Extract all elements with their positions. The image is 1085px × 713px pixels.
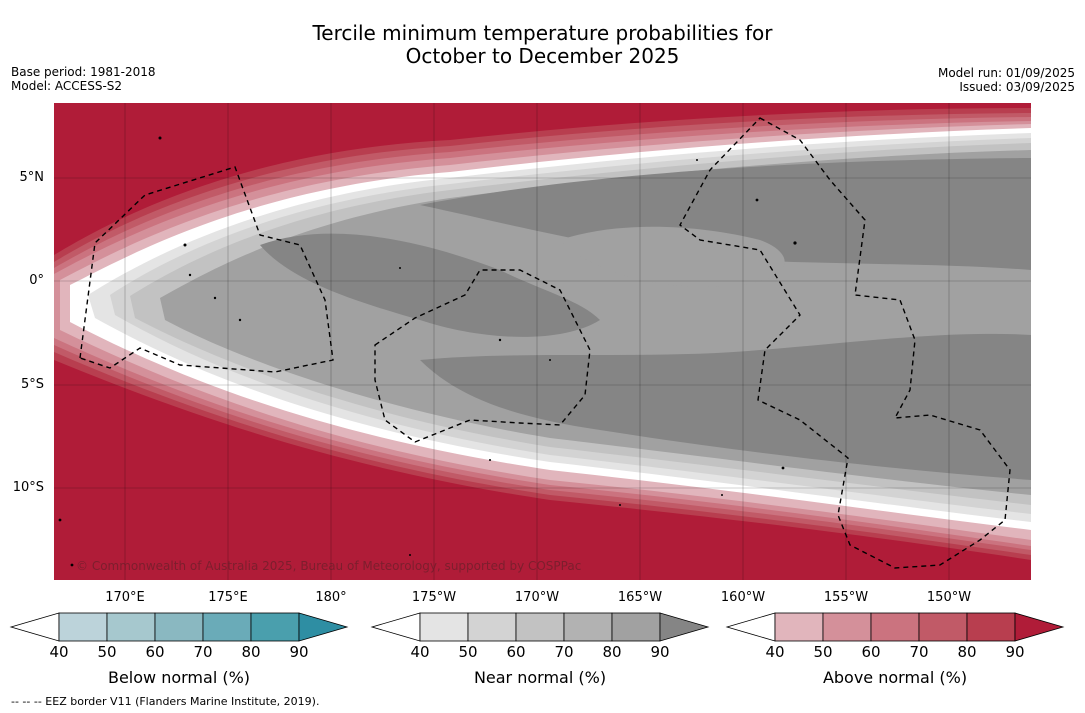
latitude-label: 5°N [19,170,45,185]
colorbar-tick-label: 80 [957,643,977,661]
near-80-blob-south [420,333,1031,480]
longitude-label: 170°E [105,590,145,605]
near-70-patch [560,226,785,287]
longitude-label: 170°W [514,590,560,605]
colorbar-tick-label: 60 [145,643,165,661]
eez-kiribati-gilbert [79,166,334,373]
colorbar-tick-label: 90 [1005,643,1025,661]
colorbar-tick-label: 40 [765,643,785,661]
meta-left: Base period: 1981-2018 Model: ACCESS-S2 [11,65,156,93]
longitude-label: 175°W [411,590,457,605]
colorbar-segment [58,612,108,642]
model-run: Model run: 01/09/2025 [937,66,1075,80]
colorbar-tick-label: 50 [813,643,833,661]
colorbar-segment [870,612,920,642]
colorbar-tick-label: 70 [554,643,574,661]
colorbar-segment [563,612,613,642]
colorbar-title: Above normal (%) [822,668,968,687]
eez-kiribati-phoenix [374,269,591,443]
longitude-label: 175°E [208,590,248,605]
colorbar-segment [515,612,565,642]
longitude-label: 160°W [720,590,766,605]
model-name: Model: ACCESS-S2 [11,79,123,93]
colorbar-tick-label: 80 [602,643,622,661]
colorbar-segment [419,612,469,642]
colorbar-title: Below normal (%) [107,668,251,687]
near-80-blob-east [420,158,1031,270]
colorbar-high-extension [298,612,349,642]
colorbar-tick-label: 60 [861,643,881,661]
colorbar-tick-label: 60 [506,643,526,661]
colorbar-segment [774,612,824,642]
colorbar-segment [154,612,204,642]
map-title: Tercile minimum temperature probabilitie… [0,22,1085,68]
colorbar-tick-label: 50 [458,643,478,661]
longitude-label: 155°W [823,590,869,605]
colorbar-tick-label: 90 [289,643,309,661]
colorbar-segment [918,612,968,642]
eez-kiribati-line [679,117,1011,569]
latitude-label: 0° [29,273,44,288]
colorbar-low-extension [725,612,776,642]
island-coastlines [58,136,797,567]
longitude-label: 150°W [926,590,972,605]
colorbar-tick-label: 50 [97,643,117,661]
colorbar-segment [966,612,1016,642]
latitude-label: 5°S [20,377,44,392]
colorbar-tick-label: 40 [49,643,69,661]
colorbar-tick-label: 70 [193,643,213,661]
map-field [54,103,1031,580]
colorbar-high-extension [659,612,710,642]
colorbar-low-extension [370,612,421,642]
colorbar-segment [822,612,872,642]
colorbar-segment [250,612,300,642]
near-80-blob-centre [260,233,600,337]
colorbar-segment [467,612,517,642]
colorbar-segment [106,612,156,642]
copyright-notice: © Commonwealth of Australia 2025, Bureau… [76,559,582,573]
colorbar-tick-label: 70 [909,643,929,661]
graticule [54,103,1031,580]
meta-right: Model run: 01/09/2025 Issued: 03/09/2025 [938,66,1075,94]
eez-footnote: -- -- -- EEZ border V11 (Flanders Marine… [11,695,320,708]
colorbar-tick-label: 90 [650,643,670,661]
eez-borders [79,117,1011,569]
colorbar-segment [202,612,252,642]
longitude-label: 180° [315,590,347,605]
colorbar-tick-label: 80 [241,643,261,661]
colorbars [9,612,1065,642]
colorbar-segment [611,612,661,642]
colorbar-low-extension [9,612,60,642]
issued-date: Issued: 03/09/2025 [959,80,1075,94]
title-line-1: Tercile minimum temperature probabilitie… [312,21,773,45]
title-line-2: October to December 2025 [405,44,680,68]
longitude-label: 165°W [617,590,663,605]
colorbar-high-extension [1014,612,1065,642]
colorbar-tick-label: 40 [410,643,430,661]
base-period: Base period: 1981-2018 [11,65,156,79]
colorbar-title: Near normal (%) [473,668,607,687]
latitude-label: 10°S [12,480,44,495]
